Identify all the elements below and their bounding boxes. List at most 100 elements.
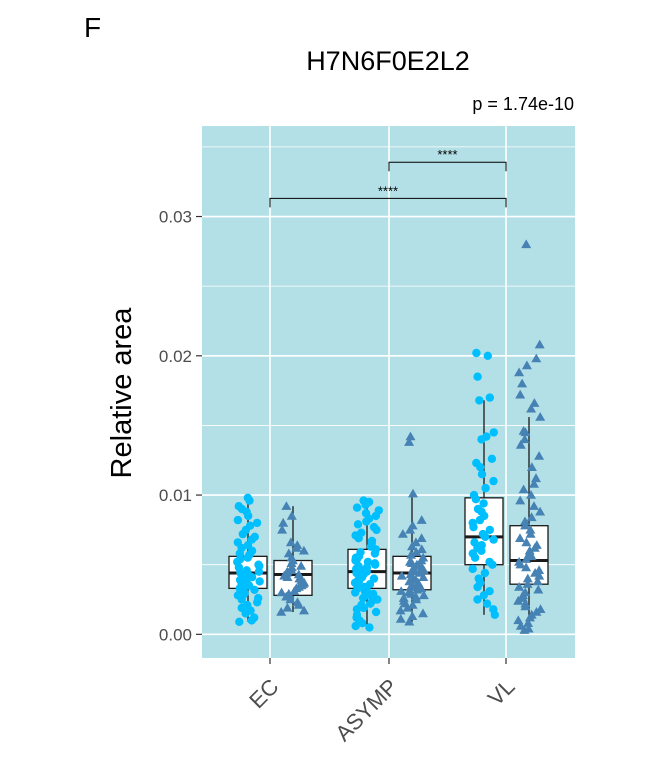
point-triangle <box>534 451 545 460</box>
point-circle <box>238 529 247 539</box>
point-triangle <box>408 488 418 498</box>
point-triangle <box>407 600 418 609</box>
point-circle <box>473 595 482 604</box>
point-circle <box>235 617 244 626</box>
comparison-label: **** <box>437 147 457 162</box>
point-triangle <box>531 607 542 616</box>
point-circle <box>371 511 381 521</box>
point-circle <box>371 607 381 617</box>
x-tick-label: ASYMP <box>330 674 402 746</box>
point-triangle <box>526 512 537 522</box>
point-triangle <box>522 573 533 583</box>
point-circle <box>490 610 499 619</box>
points <box>233 239 546 634</box>
point-circle <box>253 598 262 607</box>
point-triangle <box>404 437 415 446</box>
point-triangle <box>282 602 293 612</box>
point-circle <box>479 591 488 600</box>
point-circle <box>485 525 494 535</box>
point-triangle <box>526 490 536 499</box>
point-circle <box>370 549 380 558</box>
point-circle <box>362 517 371 526</box>
point-triangle <box>282 572 293 581</box>
point-triangle <box>397 529 408 538</box>
point-circle <box>468 564 477 574</box>
point-circle <box>483 351 492 360</box>
point-circle <box>361 500 370 509</box>
point-circle <box>243 553 252 562</box>
point-triangle <box>525 612 535 622</box>
y-tick-label: 0.01 <box>159 486 192 505</box>
point-triangle <box>533 584 544 594</box>
point-circle <box>252 518 262 528</box>
point-circle <box>481 532 490 541</box>
point-circle <box>488 560 497 569</box>
point-triangle <box>411 594 422 604</box>
point-triangle <box>526 462 537 471</box>
point-circle <box>353 520 363 529</box>
point-triangle <box>529 398 540 407</box>
point-triangle <box>521 537 532 547</box>
point-triangle <box>276 587 287 597</box>
point-triangle <box>410 537 421 547</box>
chart-title: H7N6F0E2L2 <box>306 46 470 76</box>
point-circle <box>482 599 492 608</box>
point-triangle <box>514 582 525 591</box>
point-triangle <box>515 533 525 542</box>
point-triangle <box>535 506 546 516</box>
point-circle <box>358 593 368 603</box>
point-triangle <box>526 551 537 561</box>
point-triangle <box>418 590 429 600</box>
point-triangle <box>416 515 427 524</box>
point-triangle <box>525 529 536 538</box>
point-circle <box>477 470 487 479</box>
point-triangle <box>411 547 422 556</box>
point-triangle <box>526 403 537 413</box>
point-triangle <box>515 495 526 505</box>
point-triangle <box>278 517 289 527</box>
point-triangle <box>406 549 416 559</box>
point-circle <box>473 582 482 592</box>
point-circle <box>477 546 486 555</box>
point-triangle <box>535 412 546 421</box>
point-triangle <box>518 484 529 494</box>
point-circle <box>489 428 498 437</box>
point-triangle <box>522 579 533 588</box>
comparison-label: **** <box>378 183 398 198</box>
point-circle <box>233 515 243 525</box>
x-tick-label: EC <box>244 674 283 713</box>
point-triangle <box>395 614 406 623</box>
point-triangle <box>532 576 543 586</box>
point-circle <box>247 573 257 582</box>
point-circle <box>247 616 256 625</box>
panel-letter: F <box>84 12 102 43</box>
point-triangle <box>402 602 413 612</box>
point-triangle <box>276 607 287 616</box>
point-circle <box>479 499 488 508</box>
point-triangle <box>515 439 526 449</box>
point-circle <box>470 553 480 562</box>
point-circle <box>254 567 264 576</box>
point-triangle <box>534 570 545 580</box>
point-triangle <box>520 601 531 611</box>
point-circle <box>473 372 482 381</box>
y-axis-label: Relative area <box>106 307 138 479</box>
point-circle <box>475 515 485 525</box>
point-circle <box>351 588 360 597</box>
point-triangle <box>286 558 297 567</box>
point-triangle <box>405 524 416 534</box>
y-tick-label: 0.02 <box>159 347 192 366</box>
significance-brackets: **** **** <box>269 147 507 208</box>
point-triangle <box>281 501 292 510</box>
point-triangle <box>517 378 528 388</box>
comparison-bracket <box>388 161 507 172</box>
point-triangle <box>299 605 309 615</box>
point-triangle <box>396 570 407 580</box>
point-triangle <box>405 582 416 591</box>
point-triangle <box>521 554 532 563</box>
point-circle <box>485 393 494 402</box>
point-circle <box>489 476 498 486</box>
point-triangle <box>286 510 297 520</box>
point-triangle <box>289 586 300 595</box>
point-triangle <box>534 339 545 349</box>
